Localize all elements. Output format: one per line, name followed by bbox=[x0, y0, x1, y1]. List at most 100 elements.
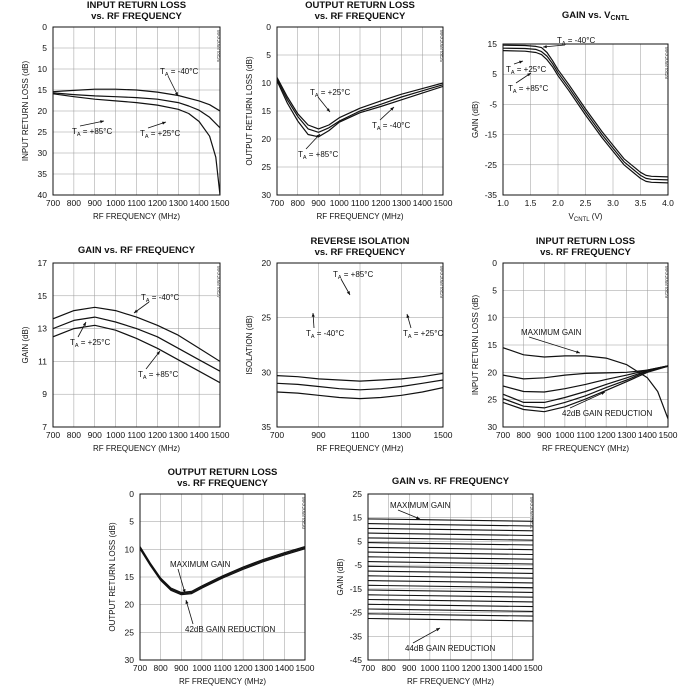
y-tick-label: 0 bbox=[492, 258, 497, 268]
x-tick-label: 900 bbox=[537, 430, 551, 440]
series-line-3 bbox=[53, 93, 220, 195]
annotation-value: = -40°C bbox=[315, 329, 345, 338]
grid bbox=[276, 26, 444, 196]
y-tick-label: 17 bbox=[38, 258, 48, 268]
series-line-12 bbox=[368, 570, 533, 574]
series-line-14 bbox=[368, 580, 533, 584]
figure-code: MAX2058 toc31 bbox=[529, 497, 534, 530]
annotation-arrowhead bbox=[175, 92, 178, 96]
figure-code: MAX2058 toc28 bbox=[664, 47, 669, 80]
series-line-2 bbox=[53, 316, 220, 372]
annotation-label: TA = -40°C bbox=[141, 293, 179, 304]
annotation-sub: A bbox=[377, 126, 381, 132]
annotation-value: = +25°C bbox=[412, 329, 444, 338]
x-tick-label: 1300 bbox=[169, 430, 188, 440]
x-tick-label: 1200 bbox=[148, 198, 167, 208]
series-line-1 bbox=[503, 347, 668, 420]
figure-code: MAX2058 toc27 bbox=[216, 266, 221, 299]
chart-subtitle: vs. RF FREQUENCY bbox=[315, 11, 406, 22]
y-tick-label: 25 bbox=[353, 489, 363, 499]
y-tick-label: 9 bbox=[42, 389, 47, 399]
x-axis-label: RF FREQUENCY (MHz) bbox=[317, 212, 404, 221]
chart-title: GAIN vs. RF FREQUENCY bbox=[392, 476, 510, 487]
figure-code: MAX2058 toc26 bbox=[216, 30, 221, 63]
chart-title: INPUT RETURN LOSS bbox=[536, 236, 635, 247]
annotation-arrow bbox=[542, 44, 566, 48]
x-tick-label: 1500 bbox=[659, 430, 678, 440]
series-line-3 bbox=[503, 50, 668, 184]
plot-frame bbox=[502, 262, 669, 428]
y-tick-label: -45 bbox=[350, 655, 363, 665]
y-tick-label: 10 bbox=[38, 64, 48, 74]
y-axis-label: INPUT RETURN LOSS (dB) bbox=[471, 295, 480, 396]
series-line-13 bbox=[368, 575, 533, 579]
chart-c4: 700 800 900 1000 1100 1200 1300 1400 1500 7 9 11 13 1… bbox=[21, 245, 230, 453]
annotation-arrowhead bbox=[390, 107, 394, 111]
annotation-value: = +85°C bbox=[307, 150, 339, 159]
annotation-arrowhead bbox=[156, 351, 160, 355]
plot-frame bbox=[276, 26, 444, 196]
x-tick-label: 1100 bbox=[441, 663, 460, 673]
annotation-label: TA = +25°C bbox=[403, 329, 443, 340]
annotation-sub: A bbox=[145, 134, 149, 140]
annotation-sub: A bbox=[143, 375, 147, 381]
y-tick-label: 15 bbox=[38, 291, 48, 301]
x-tick-label: 1300 bbox=[254, 663, 273, 673]
x-tick-label: 1000 bbox=[106, 430, 125, 440]
annotation-value: = +25°C bbox=[79, 338, 111, 347]
annotation-arrowhead bbox=[311, 313, 315, 317]
annotation-label: TA = -40°C bbox=[557, 36, 595, 47]
series-line-5 bbox=[368, 537, 533, 541]
y-tick-label: 0 bbox=[266, 22, 271, 32]
series-line-3 bbox=[277, 379, 443, 391]
x-tick-label: 1000 bbox=[192, 663, 211, 673]
x-tick-label: 1200 bbox=[371, 198, 390, 208]
series-line-4 bbox=[368, 532, 533, 537]
annotation-sub: A bbox=[338, 275, 342, 281]
x-tick-label: 900 bbox=[174, 663, 188, 673]
annotation-arrowhead bbox=[82, 322, 86, 326]
x-tick-label: 1400 bbox=[503, 663, 522, 673]
x-tick-label: 1400 bbox=[638, 430, 657, 440]
x-axis-label: RF FREQUENCY (MHz) bbox=[542, 444, 629, 453]
series-line-2 bbox=[53, 92, 220, 129]
series-line-2 bbox=[503, 365, 668, 380]
y-tick-label: 25 bbox=[262, 313, 272, 323]
x-tick-label: 1100 bbox=[351, 198, 370, 208]
x-tick-label: 700 bbox=[496, 430, 510, 440]
chart-subtitle: vs. RF FREQUENCY bbox=[315, 247, 406, 258]
y-tick-label: 5 bbox=[492, 69, 497, 79]
series-line-18 bbox=[368, 598, 533, 603]
series-line-9 bbox=[368, 556, 533, 560]
grid bbox=[276, 262, 444, 428]
annotation-arrowhead bbox=[406, 314, 410, 318]
x-tick-label: 1200 bbox=[462, 663, 481, 673]
chart-c1: 700 800 900 1000 1100 1200 1300 1400 1500 0 5 10 15 2… bbox=[21, 0, 230, 221]
y-tick-label: 5 bbox=[357, 536, 362, 546]
annotation-arrow bbox=[145, 350, 161, 370]
series-line-1 bbox=[368, 518, 533, 522]
x-tick-label: 1000 bbox=[330, 198, 349, 208]
x-tick-label: 1100 bbox=[127, 198, 146, 208]
annotation-sub: A bbox=[562, 41, 566, 47]
y-tick-label: 20 bbox=[488, 367, 498, 377]
y-tick-label: 25 bbox=[488, 395, 498, 405]
x-tick-label: 1400 bbox=[190, 198, 209, 208]
annotation-sub: A bbox=[511, 70, 515, 76]
series-line-1 bbox=[277, 387, 443, 400]
chart-c5: 700 900 1100 1300 1500 20 25 30 35 RF FREQUENCY (… bbox=[245, 236, 453, 453]
x-axis-label: RF FREQUENCY (MHz) bbox=[407, 677, 494, 686]
x-axis-label-sub: CNTL bbox=[574, 217, 590, 223]
annotation-label: TA = +85°C bbox=[138, 370, 178, 381]
annotation-label: 44dB GAIN REDUCTION bbox=[405, 644, 495, 653]
y-tick-label: 30 bbox=[262, 367, 272, 377]
y-tick-label: 10 bbox=[125, 544, 135, 554]
chart-title: OUTPUT RETURN LOSS bbox=[168, 467, 278, 478]
y-tick-label: 15 bbox=[125, 572, 135, 582]
x-tick-label: 800 bbox=[67, 430, 81, 440]
x-tick-label: 1300 bbox=[617, 430, 636, 440]
chart-title-sub: CNTL bbox=[610, 15, 629, 22]
chart-c8: 700 800 900 1000 1100 1200 1300 1400 1500 -45 -35 -… bbox=[336, 476, 543, 686]
annotation-sub: A bbox=[311, 334, 315, 340]
chart-subtitle: vs. RF FREQUENCY bbox=[177, 478, 268, 489]
